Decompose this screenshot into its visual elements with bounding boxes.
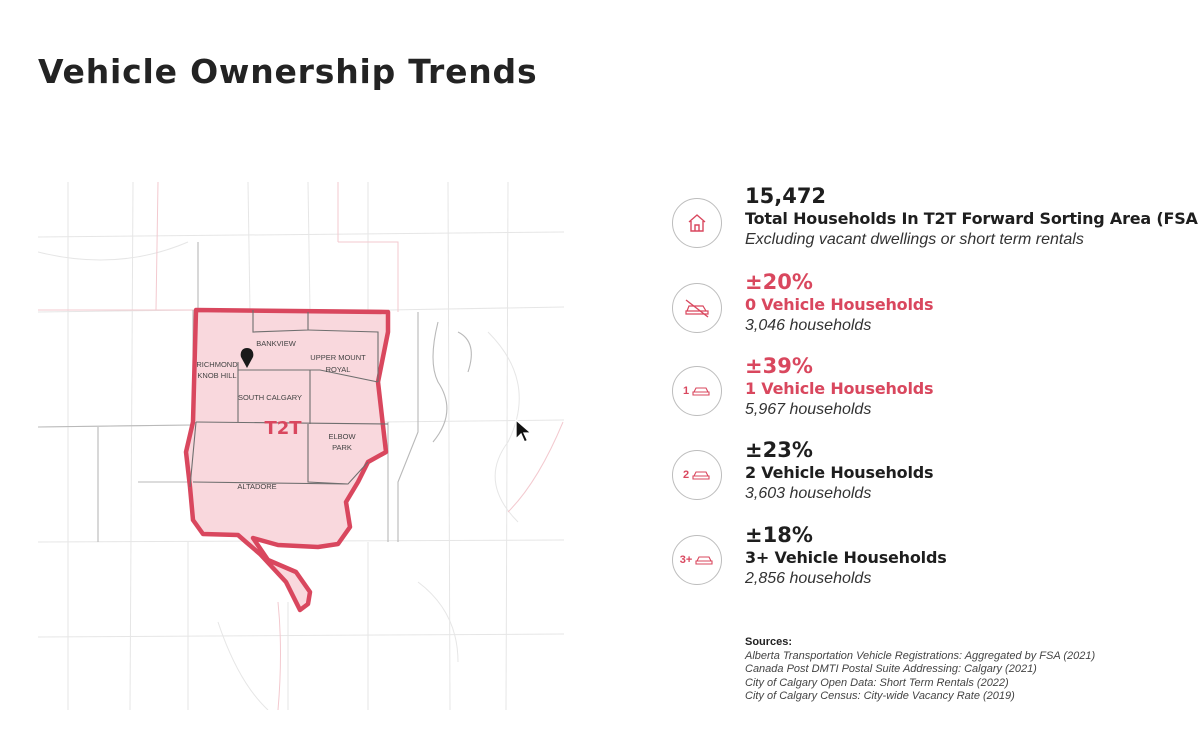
t2t-map: BANKVIEW RICHMOND KNOB HILL UPPER MOUNT … bbox=[37, 181, 565, 711]
source-line: Canada Post DMTI Postal Suite Addressing… bbox=[745, 663, 1037, 675]
badge: 1 bbox=[682, 385, 690, 397]
stat-sub: 5,967 households bbox=[745, 401, 872, 418]
stat-sub: 3,603 households bbox=[745, 485, 872, 502]
three-plus-car-icon: 3+ bbox=[672, 535, 722, 585]
stat-value: ±39% bbox=[745, 354, 813, 378]
no-car-icon bbox=[672, 283, 722, 333]
label-royal: ROYAL bbox=[326, 365, 351, 374]
location-pin-icon bbox=[240, 348, 254, 368]
two-car-icon: 2 bbox=[672, 450, 722, 500]
house-icon bbox=[672, 198, 722, 248]
label-knob-hill: KNOB HILL bbox=[197, 371, 236, 380]
source-line: City of Calgary Open Data: Short Term Re… bbox=[745, 676, 1009, 689]
stat-label: 2 Vehicle Households bbox=[745, 463, 934, 482]
source-line: Alberta Transportation Vehicle Registrat… bbox=[745, 649, 1096, 662]
stat-sub: Excluding vacant dwellings or short term… bbox=[745, 231, 1084, 248]
stat-label: 1 Vehicle Households bbox=[745, 379, 934, 398]
stat-sub: 2,856 households bbox=[745, 570, 872, 587]
stat-sub: 3,046 households bbox=[745, 317, 872, 334]
label-south-calgary: SOUTH CALGARY bbox=[238, 393, 302, 402]
stat-value: 15,472 bbox=[745, 184, 827, 208]
badge: 3+ bbox=[679, 554, 693, 566]
stat-label: 0 Vehicle Households bbox=[745, 295, 934, 314]
sources-heading: Sources: bbox=[745, 636, 793, 648]
source-line: City of Calgary Census: City-wide Vacanc… bbox=[745, 690, 1015, 702]
mouse-cursor-icon bbox=[515, 418, 533, 450]
label-park: PARK bbox=[332, 443, 352, 452]
label-bankview: BANKVIEW bbox=[256, 339, 297, 348]
label-richmond: RICHMOND bbox=[196, 360, 238, 369]
badge: 2 bbox=[682, 469, 690, 481]
stat-value: ±23% bbox=[745, 438, 813, 462]
stat-value: ±18% bbox=[745, 523, 813, 547]
page-title: Vehicle Ownership Trends bbox=[38, 52, 538, 91]
label-upper-mount: UPPER MOUNT bbox=[310, 353, 366, 362]
sources: Sources: Alberta Transportation Vehicle … bbox=[745, 636, 1185, 704]
one-car-icon: 1 bbox=[672, 366, 722, 416]
stat-value: ±20% bbox=[745, 270, 813, 294]
label-t2t: T2T bbox=[264, 418, 302, 439]
stat-label: Total Households In T2T Forward Sorting … bbox=[745, 209, 1199, 228]
label-altadore: ALTADORE bbox=[237, 482, 276, 491]
stat-label: 3+ Vehicle Households bbox=[745, 548, 947, 567]
label-elbow: ELBOW bbox=[328, 432, 356, 441]
